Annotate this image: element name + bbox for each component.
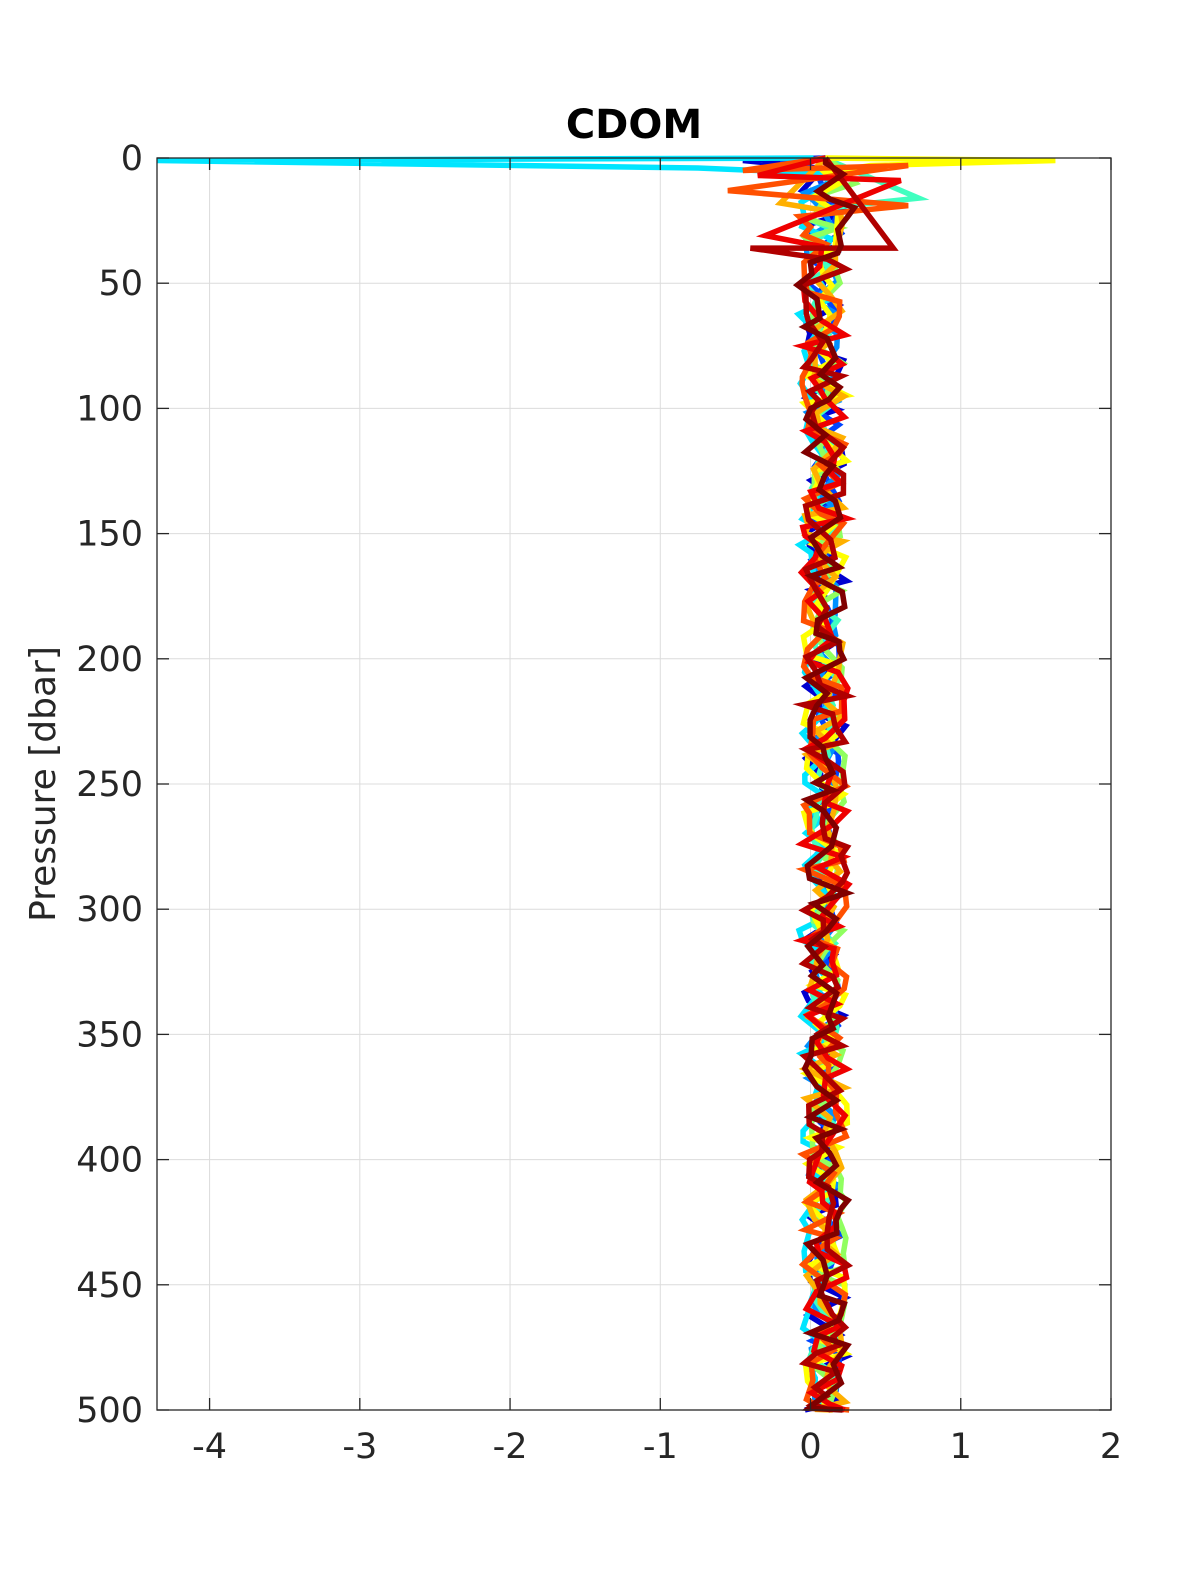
x-tick-label: 0: [799, 1427, 821, 1467]
x-tick-label: -3: [342, 1427, 377, 1467]
x-tick-label: -2: [493, 1427, 528, 1467]
chart-title: CDOM: [566, 102, 702, 148]
y-tick-labels: 0 50 100 150 200 250 300 350 400 450 500: [76, 139, 143, 1431]
x-tick-label: -4: [192, 1427, 227, 1467]
y-tick-label: 450: [76, 1266, 143, 1306]
x-tick-labels: -4 -3 -2 -1 0 1 2: [192, 1427, 1122, 1467]
y-tick-label: 50: [98, 264, 143, 304]
x-tick-label: 1: [950, 1427, 972, 1467]
y-tick-label: 150: [76, 515, 143, 555]
y-tick-label: 200: [76, 640, 143, 680]
y-tick-label: 300: [76, 890, 143, 930]
y-tick-label: 100: [76, 389, 143, 429]
series-lines: [156, 155, 1056, 1413]
y-axis-label: Pressure [dbar]: [23, 646, 64, 922]
tick-marks: [157, 157, 1112, 1411]
y-tick-label: 250: [76, 765, 143, 805]
x-tick-label: 2: [1100, 1427, 1122, 1467]
profile-line: [792, 158, 859, 1413]
y-tick-label: 350: [76, 1015, 143, 1055]
x-tick-label: -1: [643, 1427, 678, 1467]
y-tick-label: 500: [76, 1391, 143, 1431]
y-tick-label: 0: [121, 139, 143, 179]
y-tick-label: 400: [76, 1141, 143, 1181]
